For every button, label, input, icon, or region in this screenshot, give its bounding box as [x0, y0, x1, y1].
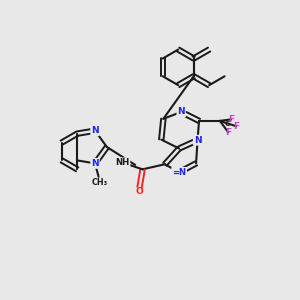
- Text: C: C: [225, 122, 230, 128]
- Text: N: N: [91, 126, 99, 135]
- Text: =N: =N: [172, 168, 186, 177]
- Text: F: F: [228, 115, 234, 124]
- Text: CH₃: CH₃: [92, 178, 108, 187]
- Text: N: N: [194, 136, 201, 145]
- Text: NH: NH: [115, 158, 130, 167]
- Text: F: F: [233, 122, 239, 131]
- Text: N: N: [91, 159, 99, 168]
- Text: N: N: [177, 107, 185, 116]
- Text: F: F: [225, 128, 231, 137]
- Text: O: O: [136, 187, 143, 196]
